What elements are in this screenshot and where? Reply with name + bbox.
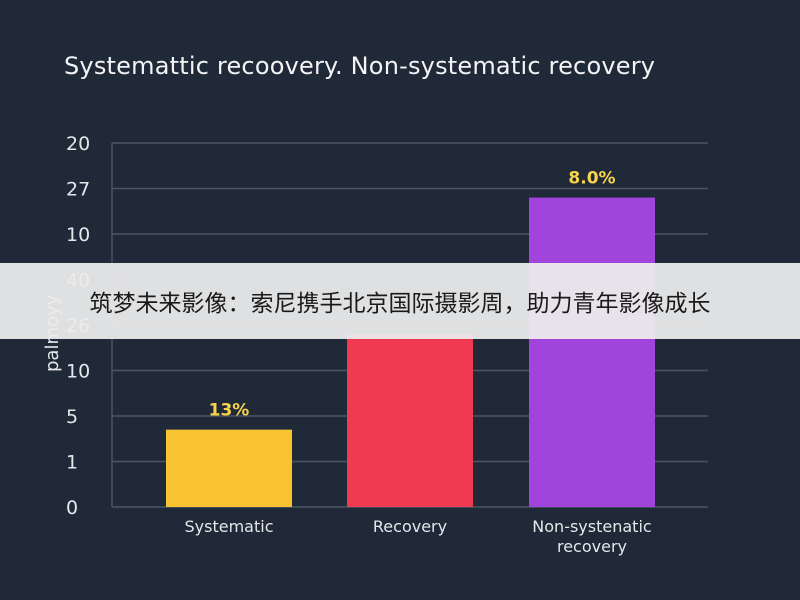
banner-text: 筑梦未来影像：索尼携手北京国际摄影周，助力青年影像成长 [89,291,711,317]
x-tick-label: Systematic [185,517,274,536]
y-tick-label: 1 [66,452,78,474]
y-tick-label: 5 [66,406,78,428]
data-label: 13% [209,401,250,421]
x-tick-label: Recovery [373,517,447,536]
y-tick-label: 20 [66,133,90,155]
y-tick-label: 27 [66,179,90,201]
chart-title: Systemattic recoovery. Non-systematic re… [64,52,656,80]
data-label: 8.0% [568,169,615,189]
x-tick-label: recovery [557,537,627,556]
y-tick-label: 10 [66,361,90,383]
y-tick-label: 0 [66,497,78,519]
x-tick-label: Non-systenatic [532,517,651,536]
bar [166,429,292,507]
y-tick-label: 10 [66,224,90,246]
bar [347,334,473,507]
bar [529,197,655,507]
overlay-banner: 筑梦未来影像：索尼携手北京国际摄影周，助力青年影像成长 [0,263,800,339]
